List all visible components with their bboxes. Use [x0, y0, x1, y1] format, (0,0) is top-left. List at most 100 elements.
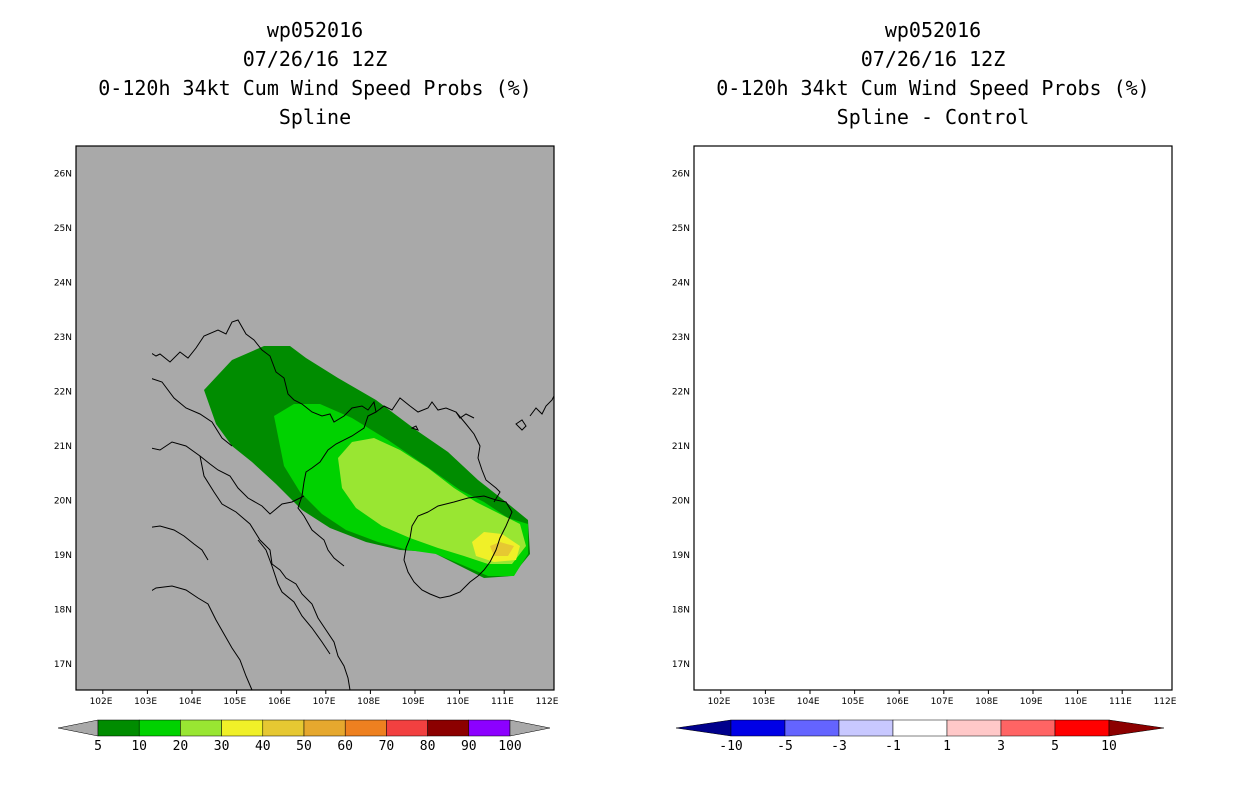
right-colorbar: -10 -5 -3 -1 1 3 5 10 — [675, 719, 1165, 754]
lat-tick-label: 21N — [54, 442, 72, 452]
contour-40-50 — [490, 542, 514, 556]
forecast-time: 07/26/16 12Z — [242, 47, 388, 71]
method-label: Spline — [278, 105, 352, 129]
colorbar-label: 10 — [131, 739, 147, 754]
colorbar-label: 5 — [94, 739, 102, 754]
colorbar-swatch — [892, 719, 948, 737]
lat-tick-label: 21N — [672, 442, 690, 452]
colorbar-swatch — [262, 719, 305, 737]
colorbar-label: 80 — [420, 739, 436, 754]
forecast-time: 07/26/16 12Z — [860, 47, 1006, 71]
colorbar-swatch — [838, 719, 894, 737]
lon-tick-label: 103E — [134, 697, 157, 707]
colorbar-swatch — [97, 719, 140, 737]
colorbar-arrow-low — [57, 719, 99, 737]
colorbar-label: 40 — [255, 739, 271, 754]
colorbar-label: 100 — [498, 739, 521, 754]
lon-tick-label: 112E — [1154, 697, 1177, 707]
colorbar-label: -3 — [831, 739, 847, 754]
colorbar-swatch — [1000, 719, 1056, 737]
right-longitude-labels: 102E 103E 104E 105E 106E 107E 108E 109E 110E 111E… — [708, 690, 1177, 707]
colorbar-label: 20 — [173, 739, 189, 754]
lon-tick-label: 108E — [357, 697, 380, 707]
lat-tick-label: 26N — [54, 170, 72, 180]
lon-tick-label: 103E — [752, 697, 775, 707]
colorbar-label: 30 — [214, 739, 230, 754]
right-map-frame — [693, 145, 1173, 691]
colorbar-label: 5 — [1051, 739, 1059, 754]
colorbar-swatch — [730, 719, 786, 737]
colorbar-label: 3 — [997, 739, 1005, 754]
colorbar-swatch — [427, 719, 470, 737]
lat-tick-label: 18N — [54, 606, 72, 616]
lat-tick-label: 25N — [672, 224, 690, 234]
colorbar-label: 1 — [943, 739, 951, 754]
lat-tick-label: 20N — [54, 497, 72, 507]
right-map-background — [694, 146, 1172, 690]
right-latitude-labels: 26N 25N 24N 23N 22N 21N 20N 19N 18N 17N — [672, 170, 690, 671]
lon-tick-label: 104E — [179, 697, 202, 707]
lon-tick-label: 102E — [708, 697, 731, 707]
colorbar-swatch — [344, 719, 387, 737]
lon-tick-label: 105E — [841, 697, 864, 707]
lat-tick-label: 26N — [672, 170, 690, 180]
colorbar-label: 60 — [337, 739, 353, 754]
contour-20-30 — [338, 438, 526, 564]
colorbar-arrow-high — [509, 719, 551, 737]
colorbar-swatch — [303, 719, 346, 737]
lon-tick-label: 109E — [1020, 697, 1043, 707]
colorbar-label: -10 — [719, 739, 742, 754]
lon-tick-label: 111E — [1109, 697, 1132, 707]
probability-contours — [152, 292, 555, 691]
storm-id: wp052016 — [884, 18, 982, 42]
colorbar-arrow-low — [675, 719, 732, 737]
lat-tick-label: 22N — [672, 388, 690, 398]
colorbar-label: 90 — [461, 739, 477, 754]
lon-tick-label: 108E — [975, 697, 998, 707]
right-panel-title: wp052016 07/26/16 12Z 0-120h 34kt Cum Wind… — [694, 16, 1172, 132]
lat-tick-label: 19N — [54, 551, 72, 561]
method-label: Spline - Control — [836, 105, 1030, 129]
lat-tick-label: 23N — [672, 333, 690, 343]
left-longitude-labels: 102E 103E 104E 105E 106E 107E 108E 109E 110E 111E… — [90, 690, 559, 707]
lon-tick-label: 102E — [90, 697, 113, 707]
colorbar-swatch — [784, 719, 840, 737]
lon-tick-label: 106E — [268, 697, 291, 707]
colorbar-swatch — [946, 719, 1002, 737]
left-colorbar: 5 10 20 30 40 50 60 70 80 90 100 — [57, 719, 551, 754]
colorbar-swatch — [386, 719, 428, 737]
storm-id: wp052016 — [266, 18, 364, 42]
lat-tick-label: 22N — [54, 388, 72, 398]
lon-tick-label: 105E — [223, 697, 246, 707]
lon-tick-label: 107E — [931, 697, 954, 707]
left-panel-title: wp052016 07/26/16 12Z 0-120h 34kt Cum Wind… — [76, 16, 554, 132]
product-title: 0-120h 34kt Cum Wind Speed Probs (%) — [98, 76, 532, 100]
colorbar-label: -1 — [885, 739, 901, 754]
left-map-frame — [75, 145, 555, 691]
lat-tick-label: 18N — [672, 606, 690, 616]
colorbar-label: -5 — [777, 739, 793, 754]
lon-tick-label: 109E — [402, 697, 425, 707]
lon-tick-label: 107E — [313, 697, 336, 707]
colorbar-swatch — [1054, 719, 1110, 737]
lon-tick-label: 106E — [886, 697, 909, 707]
left-latitude-labels: 26N 25N 24N 23N 22N 21N 20N 19N 18N 17N — [54, 170, 72, 671]
colorbar-arrow-high — [1108, 719, 1165, 737]
lat-tick-label: 17N — [54, 660, 72, 670]
colorbar-swatch — [221, 719, 264, 737]
colorbar-swatch — [180, 719, 222, 737]
colorbar-swatch — [138, 719, 181, 737]
lon-tick-label: 112E — [536, 697, 559, 707]
lat-tick-label: 19N — [672, 551, 690, 561]
colorbar-swatch — [468, 719, 511, 737]
lat-tick-label: 25N — [54, 224, 72, 234]
lon-tick-label: 104E — [797, 697, 820, 707]
right-map-panel: 102E 103E 104E 105E 106E 107E 108E 109E 110E 111E… — [672, 145, 1177, 754]
colorbar-label: 50 — [296, 739, 312, 754]
product-title: 0-120h 34kt Cum Wind Speed Probs (%) — [716, 76, 1150, 100]
lon-tick-label: 110E — [1064, 697, 1087, 707]
lat-tick-label: 17N — [672, 660, 690, 670]
lon-tick-label: 110E — [446, 697, 469, 707]
lat-tick-label: 23N — [54, 333, 72, 343]
